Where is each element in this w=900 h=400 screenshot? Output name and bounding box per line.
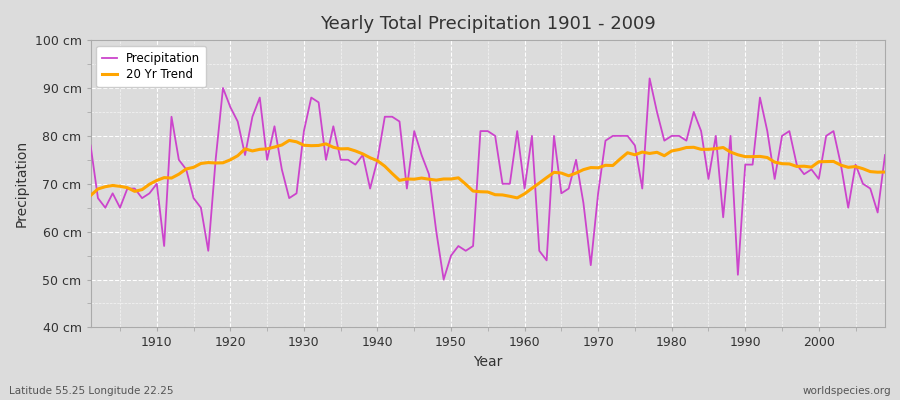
Precipitation	[526, 134, 537, 138]
Legend: Precipitation, 20 Yr Trend: Precipitation, 20 Yr Trend	[96, 46, 206, 87]
20 Yr Trend	[526, 186, 537, 191]
Precipitation	[438, 277, 449, 282]
Precipitation	[86, 143, 96, 148]
20 Yr Trend	[313, 143, 324, 148]
20 Yr Trend	[512, 196, 523, 200]
Text: Latitude 55.25 Longitude 22.25: Latitude 55.25 Longitude 22.25	[9, 386, 174, 396]
Precipitation	[615, 134, 626, 138]
Line: 20 Yr Trend: 20 Yr Trend	[91, 140, 885, 198]
20 Yr Trend	[357, 152, 368, 156]
20 Yr Trend	[86, 193, 96, 198]
Title: Yearly Total Precipitation 1901 - 2009: Yearly Total Precipitation 1901 - 2009	[320, 15, 656, 33]
20 Yr Trend	[534, 181, 544, 186]
X-axis label: Year: Year	[473, 355, 502, 369]
Precipitation	[644, 76, 655, 81]
20 Yr Trend	[879, 170, 890, 174]
20 Yr Trend	[284, 138, 294, 143]
Precipitation	[519, 186, 530, 191]
Line: Precipitation: Precipitation	[91, 78, 885, 280]
20 Yr Trend	[144, 182, 155, 187]
Precipitation	[879, 153, 890, 158]
20 Yr Trend	[622, 150, 633, 155]
Precipitation	[144, 191, 155, 196]
Precipitation	[306, 95, 317, 100]
Y-axis label: Precipitation: Precipitation	[15, 140, 29, 227]
Text: worldspecies.org: worldspecies.org	[803, 386, 891, 396]
Precipitation	[350, 162, 361, 167]
